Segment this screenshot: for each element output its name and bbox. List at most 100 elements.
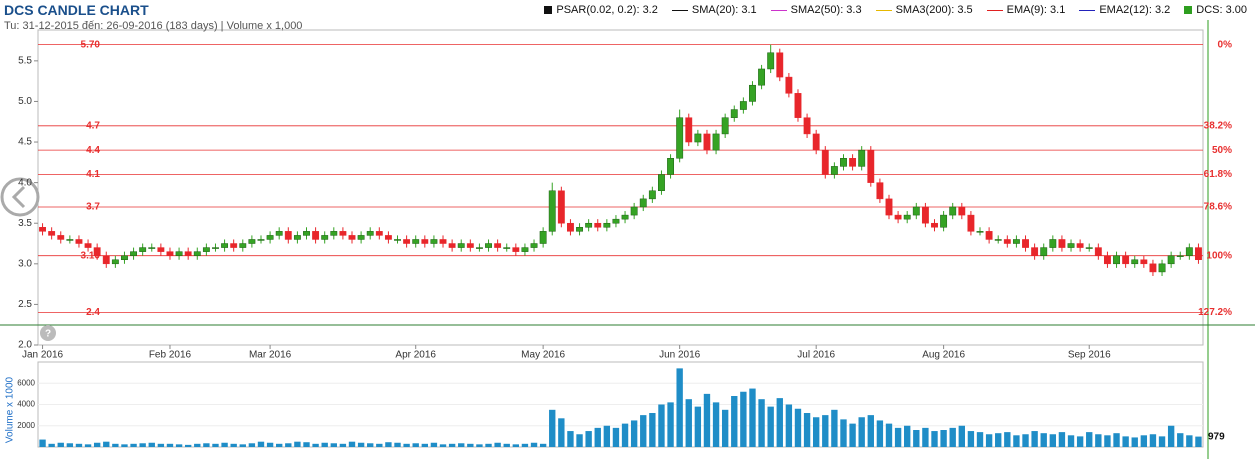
- volume-bar: [266, 442, 274, 447]
- volume-bar: [112, 443, 119, 447]
- volume-bar: [448, 443, 456, 447]
- legend-label: SMA2(50): 3.3: [790, 4, 862, 16]
- legend-label: EMA2(12): 3.2: [1099, 4, 1171, 16]
- candle-body: [494, 243, 502, 248]
- candle-body: [667, 158, 674, 175]
- fib-label: 4.4: [86, 145, 100, 156]
- volume-bar: [203, 443, 210, 447]
- fib-percent: 50%: [1212, 145, 1232, 156]
- candle-body: [330, 231, 338, 236]
- legend-marker: [986, 9, 1003, 11]
- volume-bar: [285, 443, 292, 447]
- volume-bar: [640, 415, 647, 447]
- candle-body: [84, 243, 92, 248]
- candle-body: [894, 214, 902, 220]
- candle-body: [876, 182, 884, 200]
- candle-body: [776, 52, 784, 78]
- candle-body: [931, 222, 938, 228]
- volume-bar: [958, 425, 965, 447]
- y-tick-label: 2.5: [18, 299, 32, 310]
- candle-body: [1076, 243, 1084, 248]
- legend-label: SMA(20): 3.1: [691, 4, 757, 16]
- volume-bar: [940, 430, 947, 447]
- legend-marker: [544, 6, 553, 14]
- candle-body: [403, 239, 411, 244]
- candle-body: [712, 133, 720, 151]
- candle-body: [130, 251, 138, 256]
- legend-item[interactable]: DCS: 3.00: [1184, 4, 1247, 16]
- candle-body: [1185, 247, 1193, 256]
- legend-item[interactable]: EMA(9): 3.1: [986, 4, 1065, 16]
- volume-bar: [922, 427, 929, 447]
- candle-body: [266, 235, 274, 240]
- legend-marker: [1184, 6, 1193, 14]
- candle-body: [1195, 247, 1202, 261]
- candle-body: [830, 166, 838, 175]
- candle-body: [767, 52, 775, 70]
- volume-bar: [1013, 435, 1020, 447]
- candle-body: [193, 251, 201, 256]
- volume-bar: [248, 443, 256, 447]
- legend-item[interactable]: PSAR(0.02, 0.2): 3.2: [544, 4, 658, 16]
- volume-bar: [667, 402, 674, 447]
- candle-body: [39, 227, 46, 232]
- candle-body: [585, 222, 593, 228]
- fib-percent: 38.2%: [1204, 120, 1232, 131]
- candle-body: [1022, 239, 1029, 248]
- volume-bar: [1058, 432, 1066, 447]
- volume-bar: [130, 443, 137, 447]
- volume-bar: [1104, 435, 1111, 447]
- volume-bar: [476, 444, 483, 447]
- volume-bar: [294, 441, 301, 447]
- legend-item[interactable]: EMA2(12): 3.2: [1079, 4, 1170, 16]
- candle-body: [184, 251, 192, 256]
- volume-bar: [1049, 434, 1057, 447]
- legend: PSAR(0.02, 0.2): 3.2 SMA(20): 3.1 SMA2(50)…: [544, 4, 1247, 16]
- candle-body: [1031, 247, 1039, 256]
- candle-body: [503, 247, 511, 249]
- fib-percent: 0%: [1218, 39, 1233, 50]
- candle-body: [921, 206, 929, 224]
- candle-body: [949, 206, 957, 216]
- volume-bar: [376, 443, 383, 447]
- candle-body: [821, 149, 829, 175]
- volume-bar: [749, 388, 756, 447]
- x-tick-label: Sep 2016: [1068, 350, 1111, 361]
- help-icon[interactable]: [40, 325, 56, 341]
- candle-body: [212, 247, 219, 249]
- volume-bar: [885, 423, 893, 447]
- candle-body: [348, 235, 356, 240]
- volume-bar: [512, 444, 520, 447]
- volume-bar: [630, 420, 638, 447]
- volume-bar: [603, 425, 611, 447]
- candle-body: [111, 259, 119, 265]
- candle-body: [239, 243, 247, 248]
- legend-item[interactable]: SMA(20): 3.1: [671, 4, 757, 16]
- back-button[interactable]: [0, 177, 40, 217]
- candle-body: [312, 231, 320, 240]
- candle-body: [457, 243, 465, 248]
- legend-item[interactable]: SMA3(200): 3.5: [875, 4, 973, 16]
- y-tick-label: 3.0: [18, 258, 32, 269]
- volume-bar: [803, 413, 811, 447]
- candle-body: [721, 117, 729, 135]
- volume-bar: [421, 443, 429, 447]
- volume-bar: [549, 409, 556, 447]
- fib-percent: 100%: [1206, 250, 1232, 261]
- volume-bar: [931, 431, 938, 447]
- volume-bar: [1022, 434, 1029, 447]
- volume-bar: [731, 396, 738, 447]
- volume-bar: [276, 443, 283, 447]
- fib-percent: 127.2%: [1198, 307, 1232, 318]
- candle-body: [840, 158, 847, 167]
- volume-bar: [148, 442, 155, 447]
- legend-marker: [671, 9, 688, 11]
- candle-body: [1149, 263, 1157, 273]
- volume-bar: [1186, 435, 1193, 447]
- volume-bar: [949, 427, 956, 447]
- legend-item[interactable]: SMA2(50): 3.3: [770, 4, 862, 16]
- x-tick-label: Apr 2016: [395, 350, 436, 361]
- candle-body: [1103, 255, 1111, 265]
- candle-body: [1122, 255, 1130, 265]
